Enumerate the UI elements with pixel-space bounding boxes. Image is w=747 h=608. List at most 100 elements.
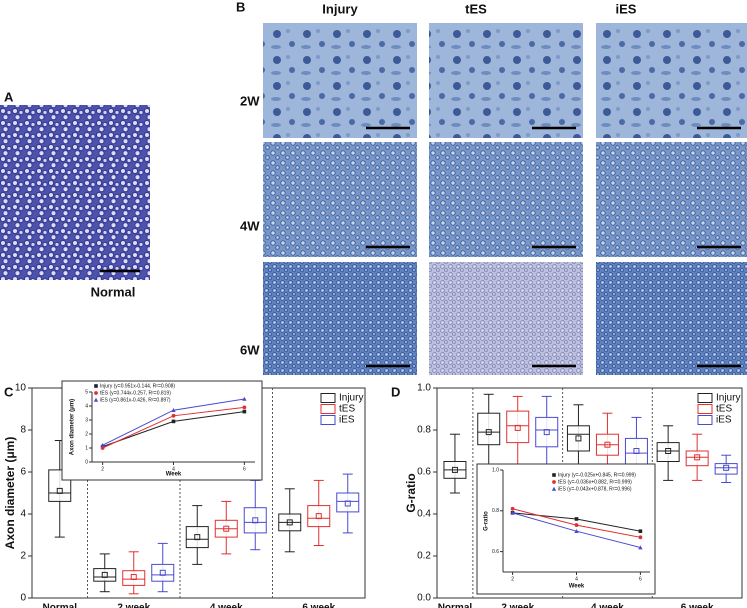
x-tick-label: 4	[575, 576, 578, 582]
x-tick-label: 4 week	[591, 603, 624, 608]
panel-label: C	[4, 384, 14, 399]
legend-label: iES (y=0.861x-0.426, R²=0.897)	[100, 397, 171, 403]
micrograph	[429, 262, 583, 375]
box	[714, 463, 738, 475]
mean-marker	[101, 571, 108, 578]
marker	[574, 517, 579, 521]
mean-marker	[665, 448, 672, 454]
box	[122, 570, 146, 586]
y-tick-label: 5	[85, 389, 88, 395]
micrograph	[596, 262, 747, 375]
legend-label: Injury (y=-0.025x+0.845, R²=0.999)	[558, 472, 636, 478]
legend-label: Injury	[716, 393, 740, 404]
y-tick-label: 0	[85, 459, 88, 465]
micrograph	[429, 23, 583, 138]
micrograph-grid	[263, 23, 747, 375]
y-tick-label: 2	[20, 551, 26, 562]
mean-marker	[451, 466, 458, 473]
legend-marker	[93, 397, 99, 402]
y-tick-label: 4	[20, 509, 26, 520]
plot-frame	[436, 387, 743, 599]
legend-label: Injury (y=0.951x-0.144, R²=0.908)	[100, 383, 175, 389]
mean-marker	[694, 454, 701, 461]
marker	[638, 545, 643, 550]
mean-marker	[604, 441, 611, 448]
x-axis-label: Week	[166, 472, 182, 478]
micrograph	[429, 142, 583, 257]
mean-marker	[514, 424, 521, 431]
mean-marker	[543, 429, 550, 436]
micrograph	[263, 142, 417, 257]
marker	[242, 405, 247, 410]
x-tick-label: 6 week	[681, 603, 714, 608]
box	[307, 505, 331, 528]
y-axis-label: G-ratio	[404, 473, 418, 512]
mean-marker	[723, 464, 730, 471]
micrograph	[0, 105, 150, 280]
x-tick-label: 6 week	[302, 603, 335, 608]
mean-marker	[485, 429, 492, 436]
marker	[638, 529, 643, 533]
box	[685, 450, 709, 467]
inset-frame	[61, 380, 263, 481]
legend-label: tES (y=-0.036x+0.882, R²=0.999)	[558, 479, 632, 485]
box	[656, 442, 680, 463]
y-axis-label: Axon diameter (μm)	[3, 437, 17, 550]
mean-marker	[159, 569, 166, 576]
row-heading: 6W	[240, 342, 260, 357]
panel-label: D	[391, 384, 400, 399]
panel-label: A	[4, 89, 14, 104]
marker	[574, 529, 579, 533]
legend-marker	[552, 473, 556, 477]
marker	[638, 535, 643, 540]
x-tick-label: 4	[172, 466, 175, 472]
legend-swatch	[320, 404, 336, 414]
row-heading: 4W	[240, 218, 260, 233]
x-tick-label: 6	[243, 466, 246, 472]
micrograph	[263, 23, 417, 138]
box	[93, 568, 117, 582]
legend-swatch	[697, 393, 713, 403]
column-heading: tES	[465, 1, 487, 16]
marker	[100, 443, 105, 447]
box	[243, 507, 267, 534]
marker	[510, 506, 515, 511]
y-tick-label: 4	[85, 403, 88, 409]
panel-label: B	[236, 0, 245, 14]
mean-marker	[575, 435, 582, 442]
y-tick-label: 0.8	[417, 425, 431, 436]
x-tick-label: 2	[511, 576, 514, 582]
legend-label: iES	[716, 415, 732, 426]
mean-marker	[194, 534, 201, 541]
marker	[242, 396, 247, 401]
y-tick-label: 0.6	[417, 467, 431, 478]
mean-marker	[315, 513, 322, 520]
mean-marker	[344, 500, 351, 507]
legend-swatch	[320, 393, 336, 403]
legend-swatch	[697, 404, 713, 414]
marker	[171, 419, 176, 424]
y-axis-label: G-ratio	[484, 511, 490, 531]
mean-marker	[56, 487, 63, 494]
mean-marker	[252, 517, 259, 524]
y-tick-label: 0.2	[417, 551, 431, 562]
marker	[574, 523, 579, 527]
y-tick-label: 3	[85, 417, 88, 423]
x-tick-label: 4 week	[210, 603, 243, 608]
y-tick-label: 6	[20, 467, 26, 478]
y-tick-label: 2	[85, 431, 88, 437]
y-tick-label: 1.0	[492, 467, 499, 473]
legend-marker	[94, 384, 98, 388]
x-tick-label: Normal	[438, 603, 473, 608]
marker	[100, 446, 105, 450]
y-tick-label: 8	[20, 425, 26, 436]
legend-swatch	[320, 415, 336, 425]
y-tick-label: 0.4	[417, 509, 431, 520]
y-tick-label: 0.8	[492, 508, 499, 514]
x-axis-label: Week	[569, 584, 585, 590]
legend-marker	[552, 480, 556, 484]
x-tick-label: 2 week	[501, 603, 534, 608]
box	[506, 410, 530, 444]
caption: Normal	[91, 284, 136, 299]
